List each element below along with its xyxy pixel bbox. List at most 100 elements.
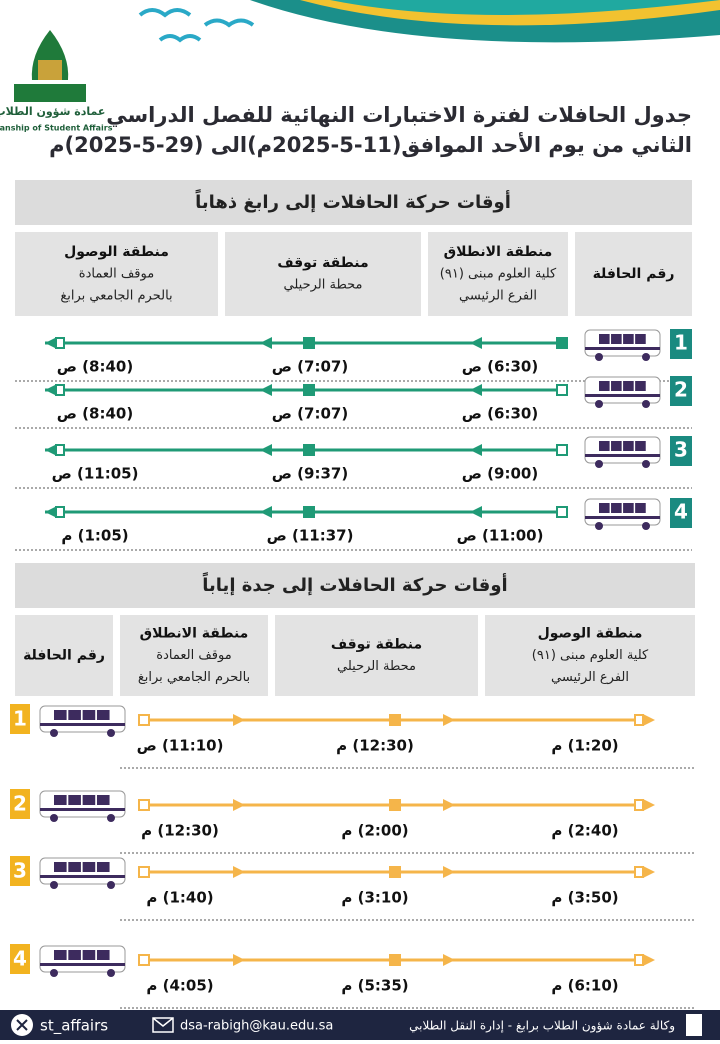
bus-number: 2 (13, 792, 27, 816)
header-text: منطقة توقف (277, 255, 368, 271)
bus-wheel (50, 814, 58, 822)
arrow (443, 799, 455, 811)
time: (4:05) م (146, 977, 213, 995)
bus-wheel (107, 814, 115, 822)
bus-wheel (50, 729, 58, 737)
social-handle[interactable]: st_affairs (40, 1017, 108, 1036)
header-cell (485, 615, 695, 696)
arrow (260, 506, 272, 518)
bus-body (39, 705, 126, 733)
stop-marker (389, 866, 401, 878)
stop-marker (303, 506, 315, 518)
time: (2:00) م (341, 822, 408, 840)
bus-window (96, 795, 110, 805)
stop-marker (303, 337, 315, 349)
email[interactable]: dsa-rabigh@kau.edu.sa (180, 1019, 333, 1034)
arrow (470, 506, 482, 518)
arrow (260, 384, 272, 396)
header-text: بالحرم الجامعي برابغ (138, 670, 250, 685)
bus-window (68, 950, 81, 960)
bus-body (584, 329, 661, 357)
end-marker (634, 954, 644, 966)
arrow (45, 337, 57, 349)
arrow (233, 714, 245, 726)
bus-number: 3 (13, 859, 27, 883)
time: (9:37) ص (272, 465, 348, 483)
time: (11:37) ص (267, 527, 354, 545)
bus-stripe (585, 516, 660, 519)
stop-marker (389, 714, 401, 726)
section-title: أوقات حركة الحافلات إلى جدة إياباً (202, 572, 508, 596)
bus-window (68, 795, 81, 805)
bus-window (54, 710, 67, 720)
bus-icon (39, 945, 126, 977)
bus-stripe (40, 723, 125, 726)
time: (1:40) م (146, 889, 213, 907)
bus-window (635, 503, 646, 513)
wave-teal-light (330, 0, 720, 15)
arrow (45, 384, 57, 396)
bus-window (96, 950, 110, 960)
bus-window (635, 381, 646, 391)
bus-window (599, 441, 610, 451)
bus-window (54, 862, 67, 872)
time: (8:40) ص (57, 358, 133, 376)
arrow (643, 714, 655, 726)
bus-icon (584, 436, 661, 468)
bus-window (623, 441, 634, 451)
stop-marker (303, 444, 315, 456)
bus-window (611, 503, 622, 513)
bus-wheel (642, 460, 650, 468)
time: (8:40) ص (57, 405, 133, 423)
bus-number: 2 (674, 378, 688, 402)
bus-window (68, 862, 81, 872)
title-line: الثاني من يوم الأحد الموافق(11-5-2025م)ا… (49, 131, 692, 157)
end-marker (55, 444, 65, 456)
bus-wheel (50, 969, 58, 977)
header-text: الفرع الرئيسي (551, 670, 629, 685)
stop-marker (389, 954, 401, 966)
bus-stripe (40, 808, 125, 811)
section-title: أوقات حركة الحافلات إلى رابغ ذهاباً (195, 189, 511, 213)
bus-window (54, 950, 67, 960)
section-title-bar (15, 563, 695, 608)
bus-wheel (595, 400, 603, 408)
stop-marker (389, 799, 401, 811)
bus-window (611, 441, 622, 451)
x-icon-mark (16, 1019, 28, 1031)
bus-window (82, 795, 96, 805)
logo (14, 30, 86, 102)
time: (11:05) ص (52, 465, 139, 483)
bus-wheel (595, 460, 603, 468)
arrow (260, 444, 272, 456)
bus-window (611, 334, 622, 344)
bus-body (584, 376, 661, 404)
header-text: بالحرم الجامعي برابغ (60, 289, 172, 304)
bus-number: 3 (674, 438, 688, 462)
arrow (233, 866, 245, 878)
section-title-bar (15, 180, 692, 225)
header-text: منطقة الوصول (64, 244, 169, 260)
email-icon-mark (152, 1017, 174, 1027)
bus-number-box (10, 704, 30, 734)
header-text: محطة الرحيلي (337, 659, 416, 674)
header-text: الفرع الرئيسي (459, 289, 537, 304)
header-cell (428, 232, 568, 316)
logo-subtitle: Deanship of Student Affairs (0, 124, 113, 133)
header-text: محطة الرحيلي (284, 278, 363, 293)
bus-wheel (642, 353, 650, 361)
bus-window (623, 381, 634, 391)
bus-body (584, 498, 661, 526)
stop-marker (303, 384, 315, 396)
bus-wheel (107, 729, 115, 737)
time: (7:07) ص (272, 358, 348, 376)
header-text: كلية العلوم مبنى (٩١) (440, 267, 557, 282)
bus-window (96, 710, 110, 720)
arrow (443, 866, 455, 878)
bus-number-box (670, 436, 692, 466)
end-marker (634, 866, 644, 878)
bird (158, 34, 202, 43)
time: (12:30) م (336, 737, 414, 755)
arrow (260, 337, 272, 349)
bus-window (54, 795, 67, 805)
